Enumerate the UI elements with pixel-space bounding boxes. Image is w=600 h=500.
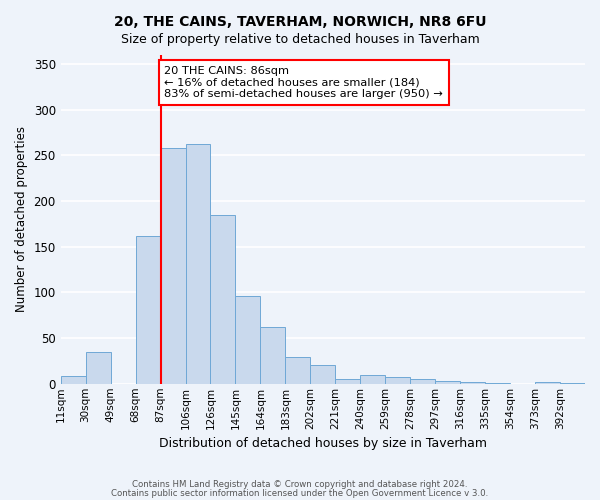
Bar — [260, 327, 286, 384]
Bar — [485, 383, 510, 384]
Y-axis label: Number of detached properties: Number of detached properties — [15, 126, 28, 312]
Bar — [410, 379, 435, 384]
Text: Contains HM Land Registry data © Crown copyright and database right 2024.: Contains HM Land Registry data © Crown c… — [132, 480, 468, 489]
Text: Contains public sector information licensed under the Open Government Licence v : Contains public sector information licen… — [112, 488, 488, 498]
X-axis label: Distribution of detached houses by size in Taverham: Distribution of detached houses by size … — [159, 437, 487, 450]
Bar — [335, 379, 360, 384]
Bar — [211, 215, 235, 384]
Bar — [61, 376, 86, 384]
Bar — [385, 378, 410, 384]
Bar — [235, 296, 260, 384]
Bar — [460, 382, 485, 384]
Bar — [161, 148, 185, 384]
Bar — [136, 236, 161, 384]
Bar — [286, 358, 310, 384]
Bar — [310, 366, 335, 384]
Bar — [435, 381, 460, 384]
Bar — [86, 352, 110, 384]
Bar — [535, 382, 560, 384]
Text: 20 THE CAINS: 86sqm
← 16% of detached houses are smaller (184)
83% of semi-detac: 20 THE CAINS: 86sqm ← 16% of detached ho… — [164, 66, 443, 99]
Text: 20, THE CAINS, TAVERHAM, NORWICH, NR8 6FU: 20, THE CAINS, TAVERHAM, NORWICH, NR8 6F… — [114, 15, 486, 29]
Bar — [560, 383, 585, 384]
Text: Size of property relative to detached houses in Taverham: Size of property relative to detached ho… — [121, 32, 479, 46]
Bar — [360, 374, 385, 384]
Bar — [185, 144, 211, 384]
